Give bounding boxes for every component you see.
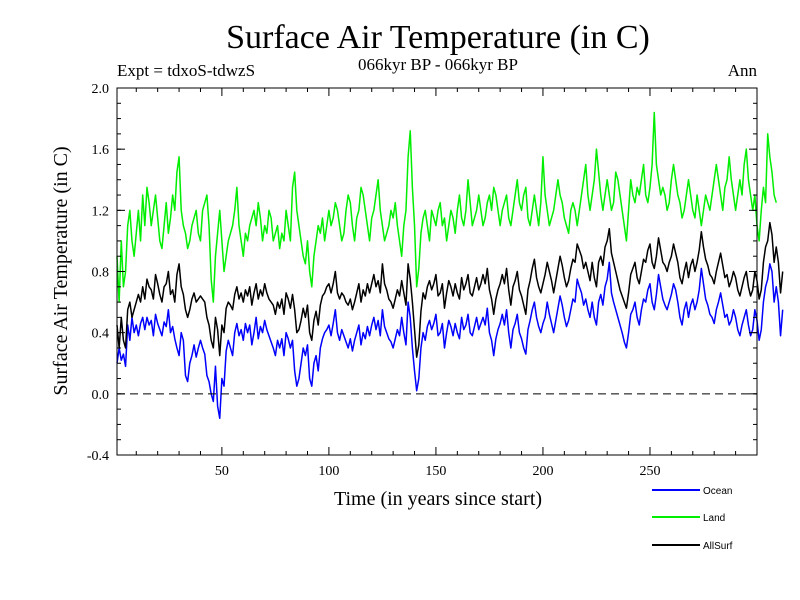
y-tick-label: 1.2 bbox=[92, 204, 110, 219]
period-label: 066kyr BP - 066kyr BP bbox=[358, 55, 518, 74]
season-label: Ann bbox=[728, 61, 758, 80]
y-tick-label: 0.0 bbox=[92, 388, 110, 403]
series-line-allsurf bbox=[116, 221, 784, 358]
x-tick-label: 150 bbox=[425, 464, 446, 479]
legend-label-ocean: Ocean bbox=[703, 486, 732, 497]
x-tick-label: 50 bbox=[215, 464, 229, 479]
y-axis-label: Surface Air Temperature (in C) bbox=[50, 146, 72, 395]
series-line-ocean bbox=[116, 261, 784, 420]
x-tick-label: 200 bbox=[532, 464, 553, 479]
chart-title: Surface Air Temperature (in C) bbox=[226, 19, 650, 56]
y-tick-label: 0.4 bbox=[92, 327, 110, 342]
x-axis-label: Time (in years since start) bbox=[334, 488, 542, 510]
series-line-land bbox=[116, 111, 777, 303]
y-tick-label: 2.0 bbox=[92, 82, 110, 97]
plot-area: 50 100 150 200 250 -0.4 0.0 0.4 0.8 1.2 1.6 2.0 bbox=[87, 82, 784, 479]
y-tick-label: 0.8 bbox=[92, 266, 110, 281]
legend-label-land: Land bbox=[703, 513, 725, 524]
y-tick-label: 1.6 bbox=[92, 143, 110, 158]
experiment-label: Expt = tdxoS-tdwzS bbox=[117, 61, 255, 80]
x-tick-label: 100 bbox=[318, 464, 339, 479]
legend: Ocean Land AllSurf bbox=[652, 486, 733, 552]
legend-label-allsurf: AllSurf bbox=[703, 541, 733, 552]
y-tick-label: -0.4 bbox=[87, 449, 109, 464]
x-tick-label: 250 bbox=[639, 464, 660, 479]
